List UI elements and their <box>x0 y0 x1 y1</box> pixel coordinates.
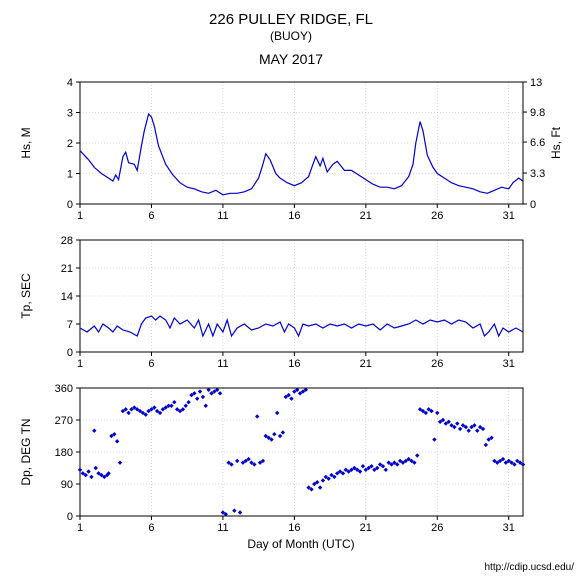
xtick-label: 26 <box>431 358 443 370</box>
panel-dp: 090180270360Dp, DEG TN161116212631 <box>19 383 525 534</box>
ytick-label-r: 0 <box>530 199 536 211</box>
xtick-label: 31 <box>503 210 515 222</box>
ytick-label: 7 <box>67 319 73 331</box>
ytick-label-r: 13 <box>530 77 542 89</box>
xtick-label: 16 <box>288 210 300 222</box>
xtick-label: 21 <box>360 210 372 222</box>
xtick-label: 26 <box>431 210 443 222</box>
y-axis-label: Tp, SEC <box>19 273 33 319</box>
y-axis-label-right: Hs, Ft <box>549 126 563 159</box>
xtick-label: 16 <box>288 358 300 370</box>
xtick-label: 21 <box>360 358 372 370</box>
chart-subtitle: (BUOY) <box>270 29 312 43</box>
xtick-label: 1 <box>77 358 83 370</box>
xtick-label: 6 <box>148 522 154 534</box>
ytick-label: 0 <box>67 347 73 359</box>
ytick-label: 0 <box>67 199 73 211</box>
ytick-label: 1 <box>67 169 73 181</box>
ytick-label: 360 <box>55 383 73 395</box>
chart-title: 226 PULLEY RIDGE, FL <box>209 11 373 28</box>
xtick-label: 21 <box>360 522 372 534</box>
ytick-label-r: 9.8 <box>530 107 545 119</box>
panel-hs: 01234Hs, M03.36.69.813Hs, Ft161116212631 <box>19 77 563 222</box>
ytick-label-r: 6.6 <box>530 137 545 149</box>
ytick-label: 14 <box>61 291 73 303</box>
ytick-label: 2 <box>67 138 73 150</box>
buoy-chart: 226 PULLEY RIDGE, FL (BUOY) MAY 2017 012… <box>0 0 582 581</box>
ytick-label: 28 <box>61 235 73 247</box>
xtick-label: 11 <box>217 522 228 534</box>
xtick-label: 26 <box>431 522 443 534</box>
xtick-label: 1 <box>77 210 83 222</box>
ytick-label: 270 <box>55 415 73 427</box>
xtick-label: 31 <box>503 358 515 370</box>
xtick-label: 11 <box>217 210 228 222</box>
xtick-label: 31 <box>503 522 515 534</box>
footer-link[interactable]: http://cdip.ucsd.edu/ <box>484 562 574 573</box>
xtick-label: 16 <box>288 522 300 534</box>
series-tp <box>80 316 523 336</box>
x-axis-label: Day of Month (UTC) <box>247 537 354 551</box>
xtick-label: 1 <box>77 522 83 534</box>
xtick-label: 11 <box>217 358 228 370</box>
ytick-label: 90 <box>61 479 73 491</box>
panel-tp: 07142128Tp, SEC161116212631 <box>19 235 523 370</box>
ytick-label: 0 <box>67 511 73 523</box>
series-hs <box>80 114 523 195</box>
ytick-label: 180 <box>55 447 73 459</box>
y-axis-label: Hs, M <box>19 127 33 158</box>
y-axis-label: Dp, DEG TN <box>19 418 33 485</box>
chart-period: MAY 2017 <box>259 51 323 67</box>
ytick-label: 3 <box>67 108 73 120</box>
ytick-label-r: 3.3 <box>530 168 545 180</box>
xtick-label: 6 <box>148 210 154 222</box>
xtick-label: 6 <box>148 358 154 370</box>
ytick-label: 4 <box>67 77 73 89</box>
ytick-label: 21 <box>61 263 73 275</box>
